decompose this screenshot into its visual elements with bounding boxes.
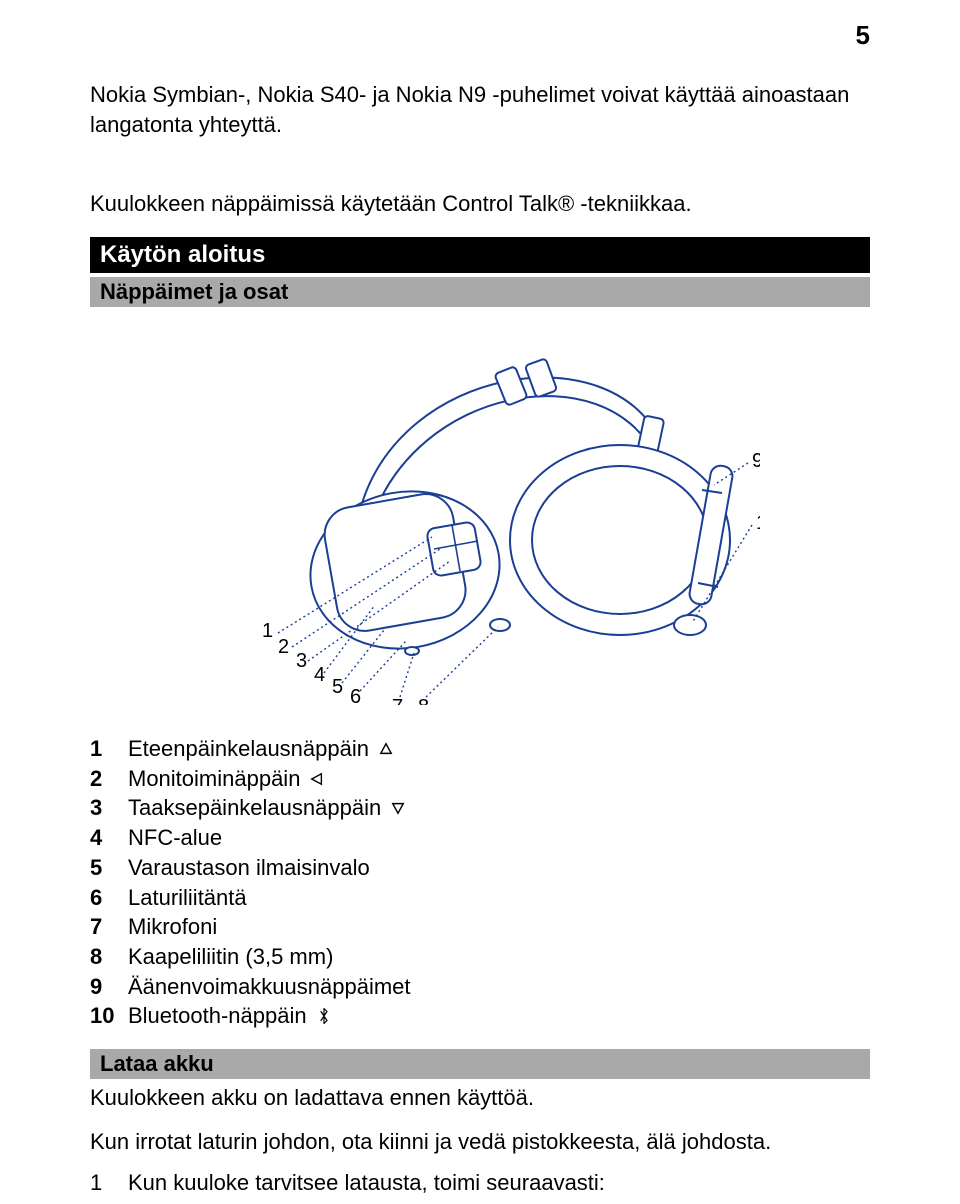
headphones-diagram: 123456 7 8 9 10 xyxy=(90,325,870,710)
parts-list-num: 1 xyxy=(90,734,128,764)
intro-paragraph-1: Nokia Symbian-, Nokia S40- ja Nokia N9 -… xyxy=(90,80,870,139)
charge-proc-num: 1 xyxy=(90,1170,128,1196)
triangle-left-icon xyxy=(306,768,328,790)
svg-text:10: 10 xyxy=(756,512,760,534)
svg-text:5: 5 xyxy=(332,676,343,698)
parts-list-label: Monitoiminäppäin xyxy=(128,764,328,794)
parts-list-num: 8 xyxy=(90,942,128,972)
charge-proc-row: 1 Kun kuuloke tarvitsee latausta, toimi … xyxy=(90,1170,870,1196)
charge-intro: Kuulokkeen akku on ladattava ennen käytt… xyxy=(90,1083,870,1113)
parts-list-row: 2Monitoiminäppäin xyxy=(90,764,870,794)
parts-list-num: 9 xyxy=(90,972,128,1002)
parts-list-row: 10Bluetooth-näppäin xyxy=(90,1001,870,1031)
svg-text:9: 9 xyxy=(752,450,760,472)
parts-list-row: 3Taaksepäinkelausnäppäin xyxy=(90,793,870,823)
parts-list-row: 9Äänenvoimakkuusnäppäimet xyxy=(90,972,870,1002)
intro-paragraph-2: Kuulokkeen näppäimissä käytetään Control… xyxy=(90,189,870,219)
parts-list-row: 8Kaapeliliitin (3,5 mm) xyxy=(90,942,870,972)
parts-list-label: Varaustason ilmaisinvalo xyxy=(128,853,370,883)
parts-list-num: 2 xyxy=(90,764,128,794)
page-number: 5 xyxy=(856,20,870,51)
parts-list-label: Bluetooth-näppäin xyxy=(128,1001,335,1031)
triangle-up-icon xyxy=(375,738,397,760)
parts-list-num: 3 xyxy=(90,793,128,823)
charge-proc-text: Kun kuuloke tarvitsee latausta, toimi se… xyxy=(128,1170,605,1196)
svg-text:7: 7 xyxy=(392,696,403,705)
subsection-header-charge: Lataa akku xyxy=(90,1049,870,1079)
parts-list-row: 6Laturiliitäntä xyxy=(90,883,870,913)
parts-list-label: Mikrofoni xyxy=(128,912,217,942)
svg-text:4: 4 xyxy=(314,664,325,686)
parts-list-num: 5 xyxy=(90,853,128,883)
parts-list-label: Äänenvoimakkuusnäppäimet xyxy=(128,972,411,1002)
parts-list-num: 6 xyxy=(90,883,128,913)
parts-list-label: Taaksepäinkelausnäppäin xyxy=(128,793,409,823)
parts-list-row: 4NFC-alue xyxy=(90,823,870,853)
parts-list-num: 10 xyxy=(90,1001,128,1031)
svg-text:1: 1 xyxy=(262,620,273,642)
parts-list: 1Eteenpäinkelausnäppäin2Monitoiminäppäin… xyxy=(90,734,870,1031)
svg-text:8: 8 xyxy=(418,696,429,705)
triangle-down-icon xyxy=(387,797,409,819)
svg-text:6: 6 xyxy=(350,686,361,705)
parts-list-label: NFC-alue xyxy=(128,823,222,853)
parts-list-row: 7Mikrofoni xyxy=(90,912,870,942)
bluetooth-icon xyxy=(313,1005,335,1027)
parts-list-label: Kaapeliliitin (3,5 mm) xyxy=(128,942,333,972)
parts-list-label: Eteenpäinkelausnäppäin xyxy=(128,734,397,764)
parts-list-row: 5Varaustason ilmaisinvalo xyxy=(90,853,870,883)
subsection-header-parts: Näppäimet ja osat xyxy=(90,277,870,307)
charge-step: Kun irrotat laturin johdon, ota kiinni j… xyxy=(90,1127,870,1157)
svg-text:3: 3 xyxy=(296,650,307,672)
parts-list-num: 4 xyxy=(90,823,128,853)
parts-list-num: 7 xyxy=(90,912,128,942)
parts-list-row: 1Eteenpäinkelausnäppäin xyxy=(90,734,870,764)
parts-list-label: Laturiliitäntä xyxy=(128,883,247,913)
section-header: Käytön aloitus xyxy=(90,237,870,273)
svg-text:2: 2 xyxy=(278,636,289,658)
